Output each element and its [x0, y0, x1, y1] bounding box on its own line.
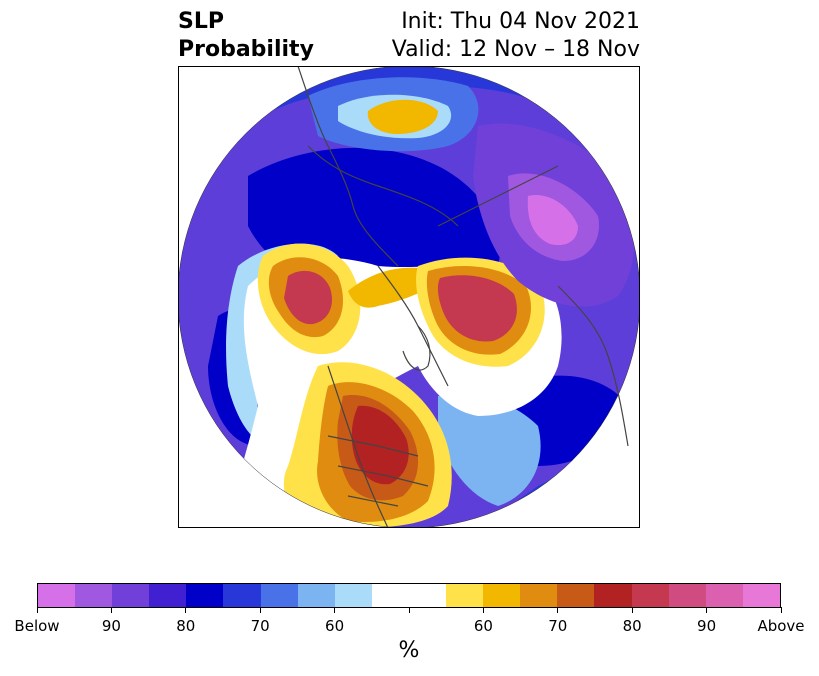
colorbar-segment: [631, 584, 669, 607]
colorbar-segment: [446, 584, 484, 607]
colorbar-tick-label: 70: [250, 617, 270, 635]
colorbar-segment: [223, 584, 261, 607]
colorbar-tick-label: 90: [697, 617, 717, 635]
colorbar-tick: [706, 607, 708, 613]
colorbar-tick-label: 80: [176, 617, 196, 635]
colorbar-tick: [408, 607, 410, 613]
colorbar-segment: [38, 584, 76, 607]
colorbar-segment: [742, 584, 780, 607]
colorbar-tick-label: Below: [14, 617, 60, 635]
colorbar-segment: [75, 584, 113, 607]
colorbar-tick-label: 70: [548, 617, 568, 635]
map-title: SLP Probability: [178, 8, 314, 64]
probability-map: [178, 66, 640, 528]
colorbar-segment: [149, 584, 187, 607]
probability-field: [178, 66, 640, 528]
coastlines: [297, 66, 629, 528]
colorbar-segment: [668, 584, 706, 607]
colorbar-segment: [483, 584, 521, 607]
colorbar-segment: [705, 584, 743, 607]
colorbar-segment: [520, 584, 558, 607]
colorbar-segment: [334, 584, 372, 607]
colorbar-tick: [185, 607, 187, 613]
colorbar-segment: [186, 584, 224, 607]
colorbar-tick-label: 80: [622, 617, 642, 635]
map-border: [178, 66, 640, 528]
colorbar-segment: [112, 584, 150, 607]
colorbar-tick: [259, 607, 261, 613]
colorbar-tick: [631, 607, 633, 613]
colorbar-tick-label: Above: [757, 617, 805, 635]
colorbar-segment: [260, 584, 298, 607]
colorbar-tick: [482, 607, 484, 613]
colorbar-segment: [408, 584, 447, 607]
colorbar-segment: [297, 584, 335, 607]
colorbar-segment: [557, 584, 595, 607]
colorbar-ticks: [36, 607, 782, 615]
colorbar-segment: [371, 584, 409, 607]
colorbar: [37, 583, 781, 608]
forecast-dates: Init: Thu 04 Nov 2021 Valid: 12 Nov – 18…: [392, 8, 640, 64]
colorbar-tick: [110, 607, 112, 613]
colorbar-tick: [557, 607, 559, 613]
title-line-2: Probability: [178, 37, 314, 62]
colorbar-tick-label: 60: [473, 617, 493, 635]
colorbar-tick-label: 90: [101, 617, 121, 635]
title-line-1: SLP: [178, 9, 224, 34]
colorbar-tick-label: 60: [325, 617, 345, 635]
valid-range: Valid: 12 Nov – 18 Nov: [391, 37, 640, 62]
colorbar-segment: [594, 584, 632, 607]
colorbar-tick: [36, 607, 38, 613]
init-date: Init: Thu 04 Nov 2021: [401, 9, 640, 34]
colorbar-tick: [780, 607, 782, 613]
colorbar-unit: %: [398, 638, 420, 663]
colorbar-tick: [334, 607, 336, 613]
